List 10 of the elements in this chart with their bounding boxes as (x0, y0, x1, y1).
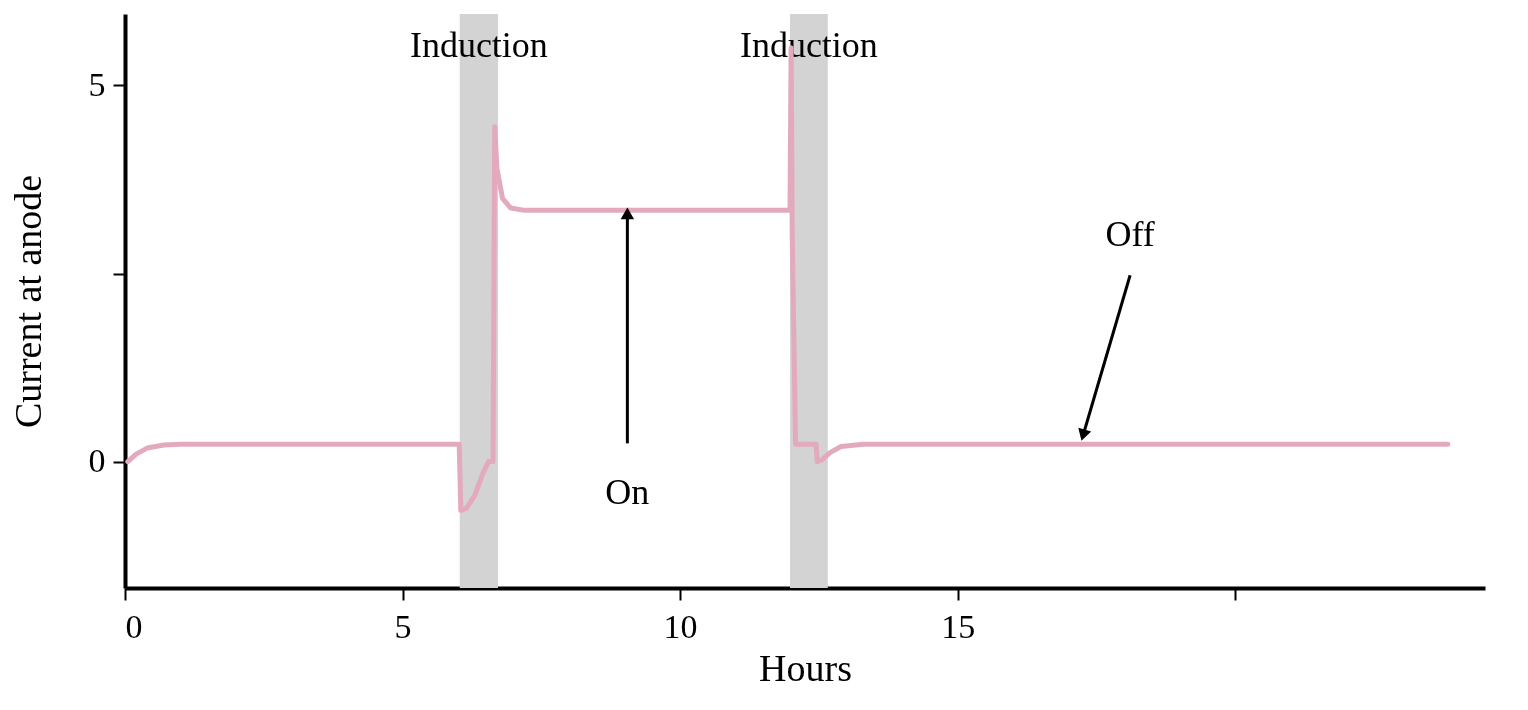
annotation: On (605, 472, 650, 513)
x-tick-label: 15 (941, 607, 976, 645)
y-axis-title: Current at anode (6, 174, 49, 429)
x-tick-label: 10 (663, 607, 698, 645)
x-tick-label: 5 (394, 607, 412, 645)
band-label: Induction (409, 25, 548, 65)
x-tick-label: 0 (125, 607, 143, 645)
x-axis-title: Hours (759, 646, 852, 689)
annotation: Off (1105, 214, 1155, 255)
band-label: Induction (739, 25, 878, 65)
